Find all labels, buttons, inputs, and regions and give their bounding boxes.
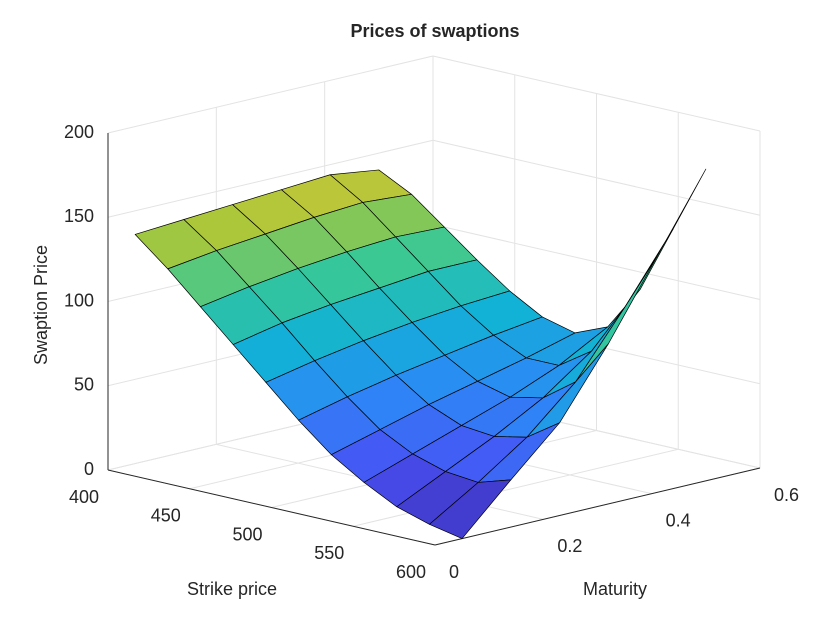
z-tick-label: 100: [64, 290, 94, 310]
y-tick-label: 0.2: [557, 536, 582, 556]
x-axis-line: [107, 469, 436, 546]
x-tick-label: 450: [151, 506, 181, 526]
x-tick-label: 600: [396, 562, 426, 582]
chart-title: Prices of swaptions: [350, 21, 519, 41]
y-tick-label: 0.4: [666, 510, 691, 530]
x-tick-label: 400: [69, 487, 99, 507]
z-tick-label: 150: [64, 206, 94, 226]
y-tick-label: 0: [449, 562, 459, 582]
grid-line: [353, 448, 679, 527]
y-axis-label: Maturity: [583, 579, 647, 599]
z-tick-label: 50: [74, 375, 94, 395]
surface-patch: [429, 479, 512, 539]
grid-line: [107, 55, 434, 134]
surface: [134, 168, 707, 539]
y-tick-label: 0.6: [774, 485, 799, 505]
x-tick-label: 550: [314, 543, 344, 563]
z-axis-label: Swaption Price: [31, 245, 51, 365]
z-tick-label: 0: [84, 459, 94, 479]
x-tick-label: 500: [232, 524, 262, 544]
z-tick-label: 200: [64, 122, 94, 142]
x-axis-label: Strike price: [187, 579, 277, 599]
grid-line: [107, 139, 434, 218]
y-axis-line: [434, 467, 761, 546]
axes: 0 50 100 150 200 400 450 500 550 600 0 0.2 0.4 0.6: [64, 122, 799, 582]
